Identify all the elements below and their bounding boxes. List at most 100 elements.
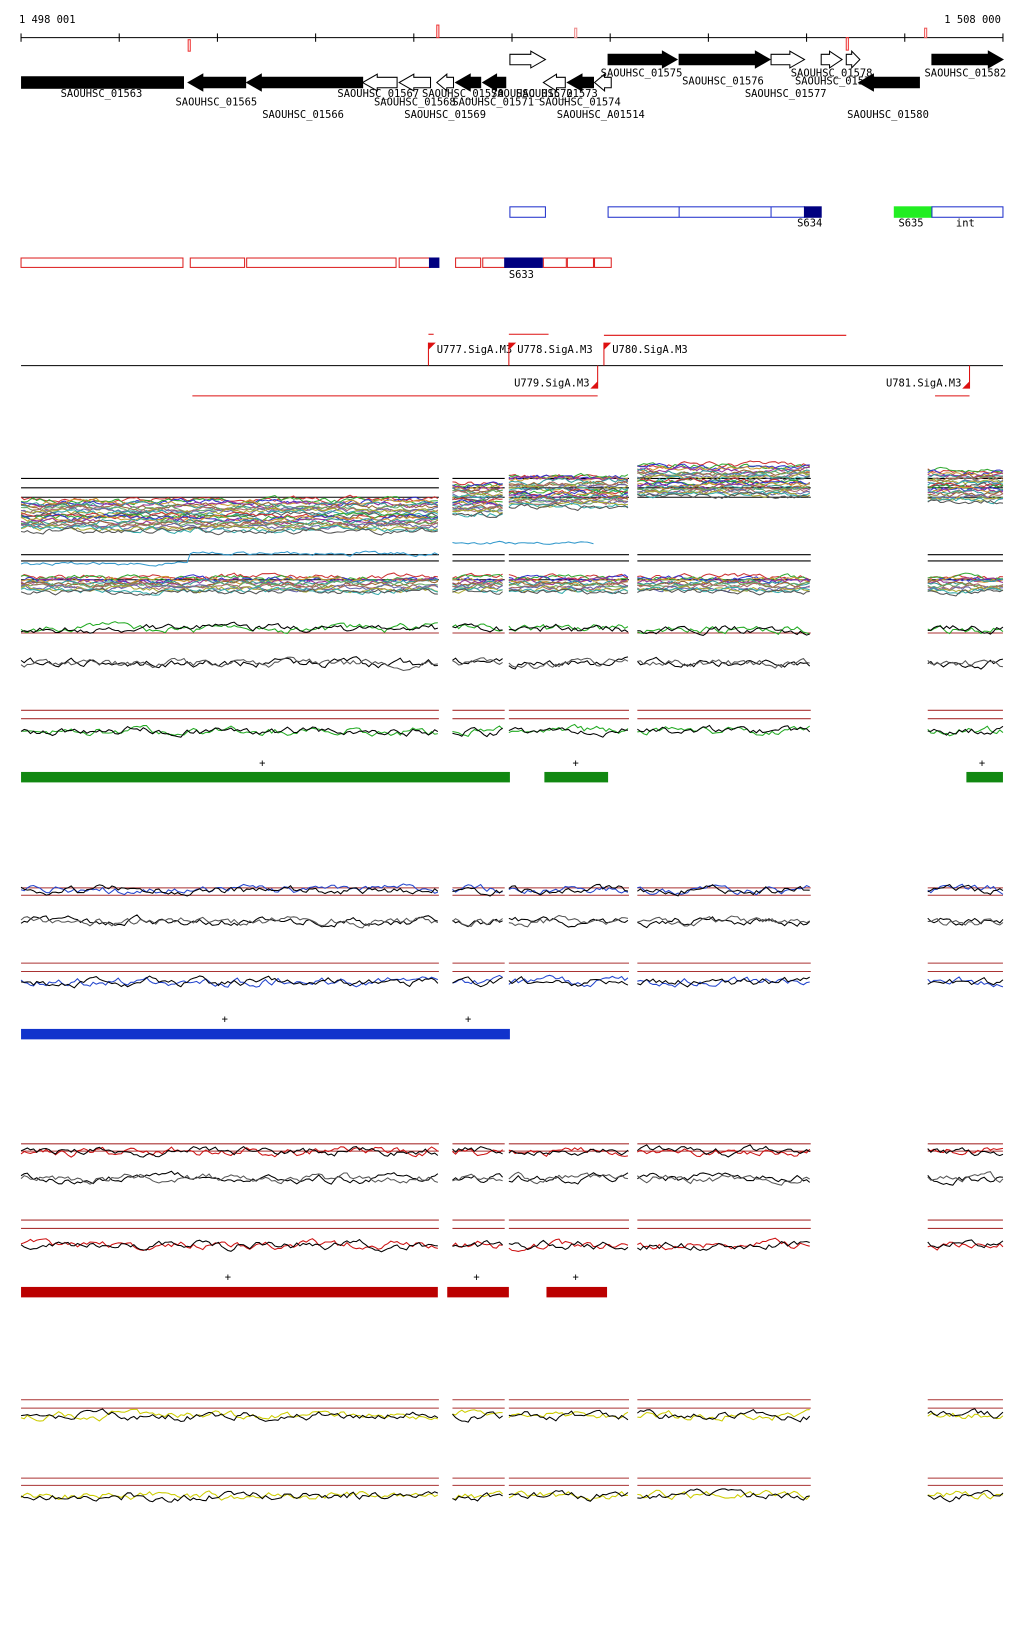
signal-line (637, 576, 810, 584)
signal-line (927, 466, 1004, 474)
signal-line (452, 725, 503, 737)
signal-line (452, 499, 503, 507)
strand-mark: + (473, 1272, 479, 1284)
signal-line (637, 489, 810, 498)
signal-line (508, 1146, 629, 1158)
signal-line (927, 482, 1004, 490)
signal-line (508, 657, 629, 669)
signal-line (927, 917, 1004, 926)
gene-arrow (678, 50, 772, 69)
signal-line (20, 725, 439, 738)
signal-line (20, 572, 438, 582)
signal-line (637, 473, 810, 483)
signal-line (637, 884, 810, 896)
signal-line (20, 1170, 439, 1185)
signal-line (20, 583, 439, 593)
signal-line (452, 500, 503, 507)
signal-line (20, 1172, 438, 1185)
gene-label: SAOUHSC_01571 (452, 97, 534, 109)
signal-line (927, 471, 1004, 477)
coverage-bar (447, 1286, 509, 1298)
segment (246, 257, 397, 268)
signal-line (452, 582, 503, 589)
signal-line (637, 657, 810, 669)
signal-line (637, 915, 810, 927)
promoter-flag (962, 381, 970, 389)
signal-line (637, 1240, 810, 1252)
signal-line (927, 578, 1004, 587)
signal-line (508, 1148, 629, 1157)
signal-line (508, 623, 629, 633)
segment (428, 257, 440, 268)
signal-line (508, 1411, 629, 1419)
signal-line (20, 521, 439, 531)
gene-arrow (857, 73, 920, 92)
promoter-label: U777.SigA.M3 (437, 344, 512, 356)
strand-mark: + (259, 758, 265, 770)
signal-line (508, 1490, 629, 1502)
promoter-label: U780.SigA.M3 (612, 344, 687, 356)
segment (455, 257, 482, 268)
signal-line (927, 725, 1004, 737)
gene-arrow (435, 73, 455, 92)
signal-line (637, 588, 810, 596)
signal-line (637, 625, 810, 635)
gene-label: SAOUHSC_01572 (491, 88, 573, 100)
signal-line (927, 976, 1004, 986)
feature-tick (436, 24, 440, 39)
signal-line (20, 1408, 439, 1423)
signal-line (20, 550, 439, 567)
feature-tick (574, 27, 578, 39)
signal-line (637, 1489, 811, 1501)
signal-line (637, 1172, 811, 1183)
signal-line (508, 1171, 629, 1185)
signal-line (508, 489, 629, 500)
signal-line (637, 976, 810, 988)
signal-line (508, 582, 629, 591)
signal-line (452, 584, 503, 591)
signal-line (927, 917, 1004, 926)
signal-line (452, 1146, 503, 1155)
segment (189, 257, 246, 268)
gene-label: SAOUHSC_01574 (539, 97, 621, 109)
gene-arrow (607, 50, 679, 69)
gene-label: SAOUHSC_01576 (682, 76, 764, 88)
feature-tick (187, 39, 191, 52)
coverage-bar (966, 771, 1003, 783)
gene-arrow (454, 73, 482, 92)
signal-line (20, 914, 438, 928)
segment-label: S633 (509, 269, 534, 281)
promoter-label: U779.SigA.M3 (514, 377, 589, 389)
coverage-bar (21, 1286, 438, 1298)
segment (607, 206, 806, 218)
signal-line (927, 1241, 1004, 1251)
signal-line (452, 623, 503, 633)
signal-line (927, 883, 1004, 895)
segment (542, 257, 567, 268)
signal-line (927, 473, 1003, 480)
signal-line (508, 588, 629, 595)
axis-start: 1 498 001 (19, 14, 76, 26)
signal-line (927, 1408, 1004, 1419)
promoter-label: U778.SigA.M3 (517, 344, 592, 356)
gene-arrow (542, 73, 566, 92)
signal-line (508, 723, 629, 735)
signal-line (452, 1490, 503, 1500)
gene-label: SAOUHSC_01570 (422, 88, 504, 100)
signal-line (452, 573, 503, 580)
signal-line (637, 462, 810, 472)
signal-line (927, 1239, 1004, 1249)
axis-end: 1 508 000 (944, 14, 1001, 26)
signal-line (508, 484, 629, 492)
segment (803, 206, 822, 218)
gene-label: SAOUHSC_01566 (262, 109, 344, 121)
signal-line (452, 918, 503, 927)
signal-line (637, 1488, 810, 1501)
signal-line (20, 1490, 439, 1503)
signal-line (927, 725, 1004, 736)
signal-line (927, 1171, 1004, 1184)
strand-mark: + (222, 1014, 228, 1026)
segment-label: S634 (797, 218, 822, 230)
signal-line (20, 916, 439, 929)
